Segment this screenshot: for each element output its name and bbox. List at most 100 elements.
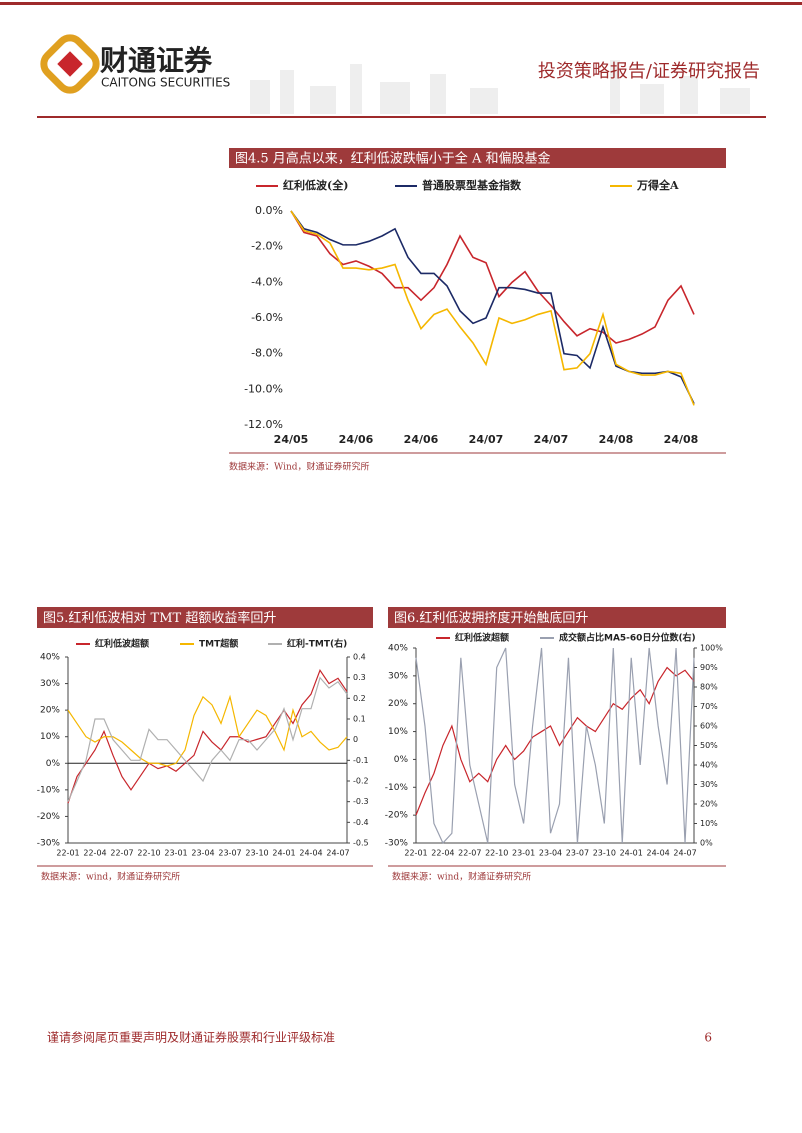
y2-tick-label: 0.4: [353, 653, 366, 662]
y-tick-label: -4.0%: [251, 275, 283, 288]
series-line: [290, 210, 695, 344]
x-tick-label: 23-10: [593, 849, 616, 858]
x-tick-label: 23-01: [164, 849, 187, 858]
y-tick-label: 10%: [388, 727, 408, 737]
series-line: [415, 666, 695, 816]
x-tick-label: 23-07: [218, 849, 241, 858]
series-line: [290, 210, 695, 404]
y2-tick-label: 0.2: [353, 694, 366, 703]
logo: [40, 34, 100, 94]
header-rule: [37, 116, 766, 118]
y-tick-label: 30%: [40, 679, 60, 689]
x-tick-label: 22-01: [404, 849, 427, 858]
y2-tick-label: 30%: [700, 780, 718, 789]
x-tick-label: 24/07: [469, 433, 504, 446]
legend-label: 成交额占比MA5-60日分位数(右): [559, 632, 696, 644]
legend-label: 红利-TMT(右): [287, 638, 347, 650]
x-tick-label: 22-07: [110, 849, 133, 858]
x-tick-label: 24/07: [534, 433, 569, 446]
series-line: [67, 668, 348, 804]
y-tick-label: 40%: [40, 653, 60, 663]
series-line: [67, 676, 348, 802]
x-tick-label: 24/08: [599, 433, 634, 446]
legend-label: 红利低波(全): [283, 178, 348, 192]
y2-tick-label: 10%: [700, 819, 718, 828]
y2-tick-label: -0.1: [353, 756, 369, 765]
figure-title: 图4.5 月高点以来，红利低波跌幅小于全 A 和偏股基金: [235, 151, 550, 167]
y-tick-label: 40%: [388, 644, 408, 654]
y-tick-label: -10%: [385, 783, 409, 793]
x-tick-label: 22-01: [56, 849, 79, 858]
y2-tick-label: 70%: [700, 702, 718, 711]
top-rule: [0, 2, 802, 5]
y2-tick-label: -0.5: [353, 839, 369, 848]
x-tick-label: 23-07: [566, 849, 589, 858]
x-tick-label: 22-04: [83, 849, 106, 858]
figure-title: 图5.红利低波相对 TMT 超额收益率回升: [43, 610, 276, 626]
y2-tick-label: 100%: [700, 644, 723, 653]
y-tick-label: 20%: [40, 706, 60, 716]
y2-tick-label: 0%: [700, 839, 713, 848]
x-tick-label: 24/05: [274, 433, 309, 446]
x-tick-label: 24/08: [664, 433, 699, 446]
x-tick-label: 24-07: [673, 849, 696, 858]
y2-tick-label: -0.4: [353, 818, 369, 827]
x-tick-label: 23-01: [512, 849, 535, 858]
y-tick-label: 30%: [388, 671, 408, 681]
legend-label: 万得全A: [636, 178, 679, 192]
report-type: 投资策略报告/证券研究报告: [538, 61, 760, 82]
x-tick-label: 22-10: [137, 849, 160, 858]
x-tick-label: 23-04: [539, 849, 562, 858]
figure-title-bar: [388, 607, 726, 628]
footer-disclaimer: 谨请参阅尾页重要声明及财通证券股票和行业评级标准: [47, 1030, 335, 1045]
figure-source: 数据来源：wind，财通证券研究所: [392, 871, 531, 883]
y-tick-label: -10.0%: [244, 382, 283, 395]
y2-tick-label: 80%: [700, 683, 718, 692]
y2-tick-label: -0.2: [353, 777, 369, 786]
y-tick-label: 0%: [394, 755, 409, 765]
y-tick-label: -10%: [37, 785, 61, 795]
figure-source: 数据来源：Wind，财通证券研究所: [229, 461, 370, 473]
x-tick-label: 24/06: [339, 433, 374, 446]
x-tick-label: 22-10: [485, 849, 508, 858]
y-tick-label: -8.0%: [251, 347, 283, 360]
x-tick-label: 24-04: [647, 849, 670, 858]
y-tick-label: -2.0%: [251, 240, 283, 253]
legend-label: TMT超额: [199, 638, 238, 650]
skyline: [250, 60, 750, 114]
figure-title: 图6.红利低波拥挤度开始触底回升: [394, 610, 588, 626]
legend-label: 普通股票型基金指数: [422, 178, 522, 192]
y2-tick-label: 0: [353, 735, 358, 744]
y2-tick-label: 60%: [700, 722, 718, 731]
y2-tick-label: 90%: [700, 663, 718, 672]
y2-tick-label: -0.3: [353, 797, 369, 806]
x-tick-label: 23-04: [191, 849, 214, 858]
x-tick-label: 24-07: [326, 849, 349, 858]
y2-tick-label: 20%: [700, 800, 718, 809]
figure-source: 数据来源：wind，财通证券研究所: [41, 871, 180, 883]
figure-title-bar: [37, 607, 373, 628]
x-tick-label: 24-01: [272, 849, 295, 858]
y-tick-label: -6.0%: [251, 311, 283, 324]
y-tick-label: -20%: [37, 812, 61, 822]
y-tick-label: 20%: [388, 699, 408, 709]
x-tick-label: 24-01: [620, 849, 643, 858]
y-tick-label: -30%: [37, 839, 61, 849]
company-name-en: CAITONG SECURITIES: [101, 76, 230, 90]
x-tick-label: 22-07: [458, 849, 481, 858]
y2-tick-label: 40%: [700, 761, 718, 770]
page-number: 6: [704, 1031, 712, 1045]
y-tick-label: 0.0%: [255, 204, 283, 217]
y-tick-label: -12.0%: [244, 418, 283, 431]
y-tick-label: -20%: [385, 811, 409, 821]
legend-label: 红利低波超额: [95, 638, 149, 650]
series-line: [290, 210, 695, 406]
figure-title-bar: [229, 148, 726, 168]
y2-tick-label: 50%: [700, 741, 718, 750]
y2-tick-label: 0.3: [353, 673, 366, 682]
y-tick-label: 0%: [46, 759, 61, 769]
y-tick-label: 10%: [40, 732, 60, 742]
y-tick-label: -30%: [385, 839, 409, 849]
